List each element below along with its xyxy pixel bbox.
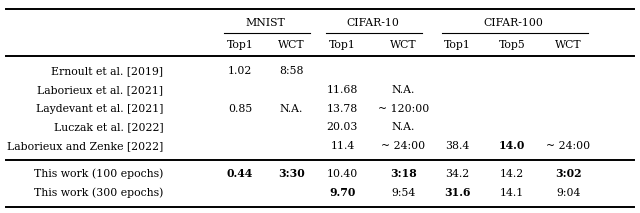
Text: 11.68: 11.68 [326, 85, 358, 95]
Text: 14.0: 14.0 [499, 140, 525, 151]
Text: 9:04: 9:04 [556, 188, 580, 198]
Text: Laydevant et al. [2021]: Laydevant et al. [2021] [36, 104, 163, 114]
Text: 3:30: 3:30 [278, 168, 305, 179]
Text: Top1: Top1 [444, 40, 471, 50]
Text: 10.40: 10.40 [327, 169, 358, 178]
Text: Ernoult et al. [2019]: Ernoult et al. [2019] [51, 66, 163, 76]
Text: 8:58: 8:58 [279, 66, 303, 76]
Text: 38.4: 38.4 [445, 141, 470, 151]
Text: MNIST: MNIST [246, 19, 285, 28]
Text: Top5: Top5 [499, 40, 525, 50]
Text: 14.1: 14.1 [500, 188, 524, 198]
Text: WCT: WCT [390, 40, 417, 50]
Text: Top1: Top1 [329, 40, 356, 50]
Text: N.A.: N.A. [280, 104, 303, 114]
Text: Laborieux et al. [2021]: Laborieux et al. [2021] [37, 85, 163, 95]
Text: 0.44: 0.44 [227, 168, 253, 179]
Text: 1.02: 1.02 [228, 66, 252, 76]
Text: 0.85: 0.85 [228, 104, 252, 114]
Text: 3:02: 3:02 [555, 168, 582, 179]
Text: 31.6: 31.6 [444, 187, 471, 198]
Text: 3:18: 3:18 [390, 168, 417, 179]
Text: Laborieux and Zenke [2022]: Laborieux and Zenke [2022] [7, 141, 163, 151]
Text: N.A.: N.A. [392, 122, 415, 132]
Text: WCT: WCT [555, 40, 582, 50]
Text: 20.03: 20.03 [326, 122, 358, 132]
Text: CIFAR-100: CIFAR-100 [483, 19, 543, 28]
Text: 14.2: 14.2 [500, 169, 524, 178]
Text: CIFAR-10: CIFAR-10 [346, 19, 399, 28]
Text: ~ 120:00: ~ 120:00 [378, 104, 429, 114]
Text: 9.70: 9.70 [329, 187, 356, 198]
Text: ~ 24:00: ~ 24:00 [381, 141, 425, 151]
Text: WCT: WCT [278, 40, 305, 50]
Text: 9:54: 9:54 [391, 188, 415, 198]
Text: 34.2: 34.2 [445, 169, 470, 178]
Text: ~ 24:00: ~ 24:00 [547, 141, 590, 151]
Text: 13.78: 13.78 [327, 104, 358, 114]
Text: Luczak et al. [2022]: Luczak et al. [2022] [54, 122, 163, 132]
Text: This work (100 epochs): This work (100 epochs) [34, 168, 163, 179]
Text: This work (300 epochs): This work (300 epochs) [34, 187, 163, 198]
Text: N.A.: N.A. [392, 85, 415, 95]
Text: 11.4: 11.4 [330, 141, 355, 151]
Text: Top1: Top1 [227, 40, 253, 50]
